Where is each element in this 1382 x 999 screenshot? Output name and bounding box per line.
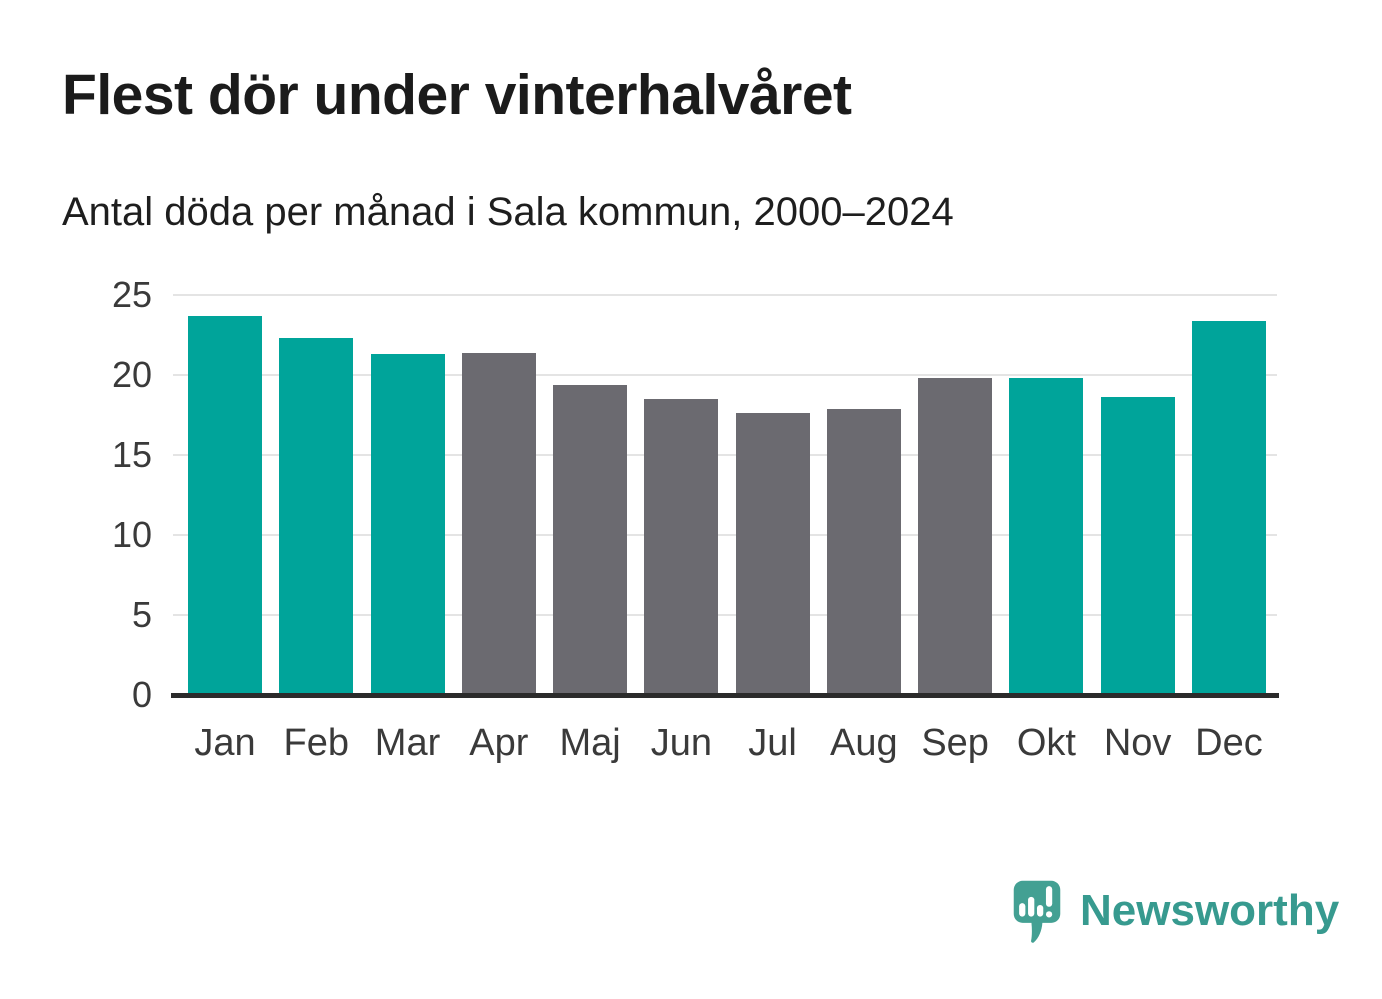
plot-area xyxy=(173,294,1277,695)
x-label-nov: Nov xyxy=(1103,722,1172,764)
logo-exclamation-dot xyxy=(1045,911,1053,918)
bar-feb xyxy=(279,338,354,695)
gridline-15 xyxy=(173,454,1277,456)
y-tick-10: 10 xyxy=(111,514,152,555)
x-axis-labels: Jan Feb Mar Apr Maj Jun Jul Aug Sep Okt Nov Dec xyxy=(188,722,1266,765)
y-tick-20: 20 xyxy=(111,354,152,395)
bar-dec xyxy=(1191,321,1266,695)
bar-aug xyxy=(826,409,901,695)
bar-okt xyxy=(1009,378,1084,695)
newsworthy-logo-icon xyxy=(1013,880,1061,943)
y-axis-labels: 25 20 15 10 5 0 xyxy=(0,0,152,999)
x-label-jan: Jan xyxy=(194,722,256,764)
bar-jul xyxy=(735,413,810,695)
logo-bar-tall xyxy=(1028,896,1035,917)
bar-apr xyxy=(461,353,536,695)
x-label-dec: Dec xyxy=(1195,722,1263,764)
logo-bar-short xyxy=(1019,903,1026,917)
bars-container xyxy=(188,295,1266,695)
bar-maj xyxy=(553,385,628,695)
x-label-feb: Feb xyxy=(283,722,349,764)
logo-exclamation-bar xyxy=(1045,886,1053,907)
gridline-5 xyxy=(173,614,1277,616)
y-tick-25: 25 xyxy=(111,274,152,315)
newsworthy-logo: Newsworthy xyxy=(1010,879,1339,947)
chart-title: Flest dör under vinterhalvåret xyxy=(62,63,852,127)
x-label-jul: Jul xyxy=(748,722,797,764)
x-label-aug: Aug xyxy=(830,722,898,764)
x-label-jun: Jun xyxy=(650,722,712,764)
y-tick-0: 0 xyxy=(131,674,152,715)
bar-jan xyxy=(188,316,262,695)
y-tick-5: 5 xyxy=(131,594,152,635)
x-axis-line xyxy=(171,693,1279,698)
x-label-apr: Apr xyxy=(469,722,529,764)
gridline-10 xyxy=(173,534,1277,536)
chart-subtitle: Antal döda per månad i Sala kommun, 2000… xyxy=(62,190,954,234)
gridline-25 xyxy=(173,294,1277,296)
x-label-maj: Maj xyxy=(559,722,621,764)
logo-bar-medium xyxy=(1037,904,1044,917)
bar-mar xyxy=(370,354,445,695)
gridline-20 xyxy=(173,374,1277,376)
bar-sep xyxy=(918,378,993,695)
x-label-okt: Okt xyxy=(1016,722,1076,764)
bar-nov xyxy=(1100,397,1175,695)
bar-jun xyxy=(644,399,719,695)
y-tick-15: 15 xyxy=(111,434,152,475)
x-label-sep: Sep xyxy=(921,722,989,764)
brand-name: Newsworthy xyxy=(1080,886,1340,935)
x-label-mar: Mar xyxy=(374,722,441,764)
